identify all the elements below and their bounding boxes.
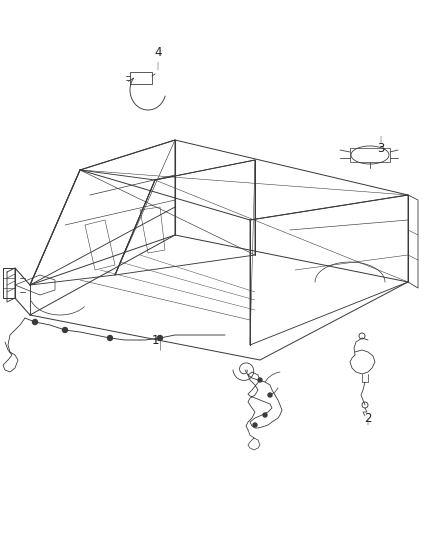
Bar	[130, 72, 152, 84]
Circle shape	[32, 319, 38, 325]
Text: 4: 4	[154, 45, 162, 59]
Circle shape	[258, 378, 262, 382]
Bar	[350, 148, 390, 162]
Circle shape	[268, 393, 272, 397]
Circle shape	[63, 327, 67, 333]
Text: 1: 1	[151, 334, 159, 346]
Circle shape	[253, 423, 257, 427]
Circle shape	[158, 335, 162, 341]
Text: 3: 3	[377, 141, 385, 155]
Circle shape	[107, 335, 113, 341]
Text: 2: 2	[364, 411, 372, 424]
Circle shape	[263, 413, 267, 417]
